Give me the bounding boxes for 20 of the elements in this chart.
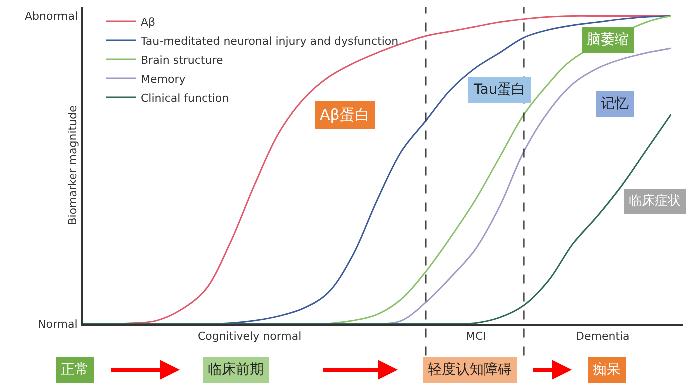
text: 临床前期 <box>208 362 264 378</box>
text: 痴呆 <box>593 362 621 378</box>
text: Dementia <box>576 330 630 343</box>
legend-label: Brain structure <box>141 54 224 67</box>
legend-label: Clinical function <box>141 92 230 105</box>
text: Normal <box>38 318 78 331</box>
text: Abnormal <box>25 10 78 23</box>
annotation: Aβ蛋白 <box>320 106 370 124</box>
text: 轻度认知障碍 <box>428 362 512 378</box>
annotation: 临床症状 <box>629 194 681 209</box>
legend-label: Aβ <box>141 16 156 29</box>
legend-label: Memory <box>141 72 186 86</box>
y-axis-title: Biomarker magnitude <box>66 105 80 226</box>
annotation: Tau蛋白 <box>473 82 526 98</box>
text: MCI <box>466 330 486 343</box>
text: Cognitively normal <box>198 330 302 343</box>
annotation: 脑萎缩 <box>587 32 629 48</box>
text: 正常 <box>61 362 89 378</box>
legend-label: Tau-meditated neuronal injury and dysfunction <box>140 34 399 48</box>
annotation: 记忆 <box>601 96 629 112</box>
